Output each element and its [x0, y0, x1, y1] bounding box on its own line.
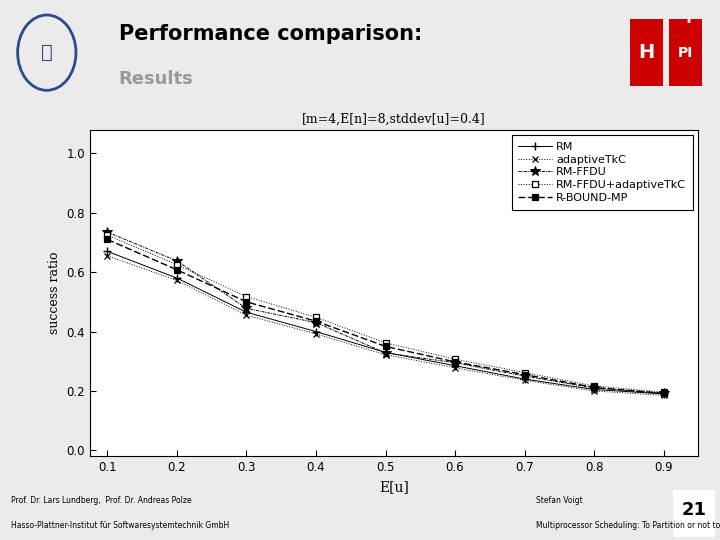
- Line: adaptiveTkC: adaptiveTkC: [104, 252, 667, 399]
- Bar: [669, 19, 702, 86]
- RM-FFDU+adaptiveTkC: [381, 340, 390, 346]
- Text: Performance comparison:: Performance comparison:: [119, 24, 422, 44]
- Text: ii: ii: [687, 18, 691, 24]
- Title: [m=4,E[n]=8,stddev[u]=0.4]: [m=4,E[n]=8,stddev[u]=0.4]: [302, 113, 486, 126]
- RM-FFDU+adaptiveTkC: [451, 356, 459, 362]
- adaptiveTkC: [312, 330, 320, 337]
- RM: [312, 328, 320, 335]
- RM-FFDU: [660, 390, 668, 396]
- RM: [103, 248, 112, 255]
- R-BOUND-MP: [381, 343, 390, 350]
- adaptiveTkC: [103, 253, 112, 259]
- RM-FFDU+adaptiveTkC: [521, 369, 529, 376]
- Legend: RM, adaptiveTkC, RM-FFDU, RM-FFDU+adaptiveTkC, R-BOUND-MP: RM, adaptiveTkC, RM-FFDU, RM-FFDU+adapti…: [512, 135, 693, 210]
- RM-FFDU+adaptiveTkC: [242, 293, 251, 300]
- RM-FFDU: [451, 360, 459, 366]
- RM-FFDU+adaptiveTkC: [312, 314, 320, 321]
- RM-FFDU+adaptiveTkC: [590, 383, 598, 389]
- adaptiveTkC: [381, 352, 390, 358]
- adaptiveTkC: [521, 377, 529, 383]
- Line: RM-FFDU+adaptiveTkC: RM-FFDU+adaptiveTkC: [104, 232, 667, 396]
- adaptiveTkC: [242, 312, 251, 319]
- R-BOUND-MP: [173, 267, 181, 273]
- RM: [590, 386, 598, 393]
- Bar: [630, 19, 663, 86]
- R-BOUND-MP: [312, 318, 320, 325]
- R-BOUND-MP: [103, 237, 112, 243]
- adaptiveTkC: [451, 364, 459, 371]
- RM-FFDU+adaptiveTkC: [103, 232, 112, 238]
- Text: Hasso-Plattner-Institut für Softwaresystemtechnik GmbH: Hasso-Plattner-Institut für Softwaresyst…: [11, 521, 229, 530]
- RM-FFDU: [590, 384, 598, 391]
- Text: ⛪: ⛪: [41, 43, 53, 62]
- Line: R-BOUND-MP: R-BOUND-MP: [104, 236, 667, 397]
- RM: [521, 376, 529, 382]
- RM: [660, 391, 668, 397]
- RM-FFDU+adaptiveTkC: [660, 389, 668, 395]
- RM: [451, 362, 459, 369]
- Text: 21: 21: [682, 501, 706, 519]
- FancyBboxPatch shape: [673, 490, 715, 537]
- adaptiveTkC: [173, 277, 181, 284]
- X-axis label: E[u]: E[u]: [379, 480, 409, 494]
- Text: PI: PI: [678, 46, 693, 59]
- R-BOUND-MP: [451, 359, 459, 365]
- RM-FFDU: [521, 373, 529, 379]
- RM: [381, 349, 390, 355]
- Line: RM: RM: [103, 247, 668, 398]
- R-BOUND-MP: [660, 390, 668, 396]
- adaptiveTkC: [660, 392, 668, 399]
- Text: Results: Results: [119, 70, 194, 88]
- Text: Prof. Dr. Lars Lundberg,  Prof. Dr. Andreas Polze: Prof. Dr. Lars Lundberg, Prof. Dr. Andre…: [11, 496, 192, 505]
- Line: RM-FFDU: RM-FFDU: [102, 227, 668, 398]
- RM-FFDU: [103, 229, 112, 235]
- adaptiveTkC: [590, 388, 598, 394]
- Text: Multiprocessor Scheduling: To Partition or not to Partition: Multiprocessor Scheduling: To Partition …: [536, 521, 720, 530]
- RM: [173, 275, 181, 281]
- RM-FFDU: [242, 305, 251, 312]
- RM-FFDU: [173, 258, 181, 264]
- R-BOUND-MP: [590, 384, 598, 390]
- R-BOUND-MP: [521, 372, 529, 378]
- RM: [242, 309, 251, 315]
- Text: H: H: [639, 43, 654, 62]
- RM-FFDU: [381, 350, 390, 356]
- RM-FFDU: [312, 319, 320, 326]
- R-BOUND-MP: [242, 299, 251, 305]
- Y-axis label: success ratio: success ratio: [48, 252, 61, 334]
- Text: Stefan Voigt: Stefan Voigt: [536, 496, 583, 505]
- RM-FFDU+adaptiveTkC: [173, 261, 181, 268]
